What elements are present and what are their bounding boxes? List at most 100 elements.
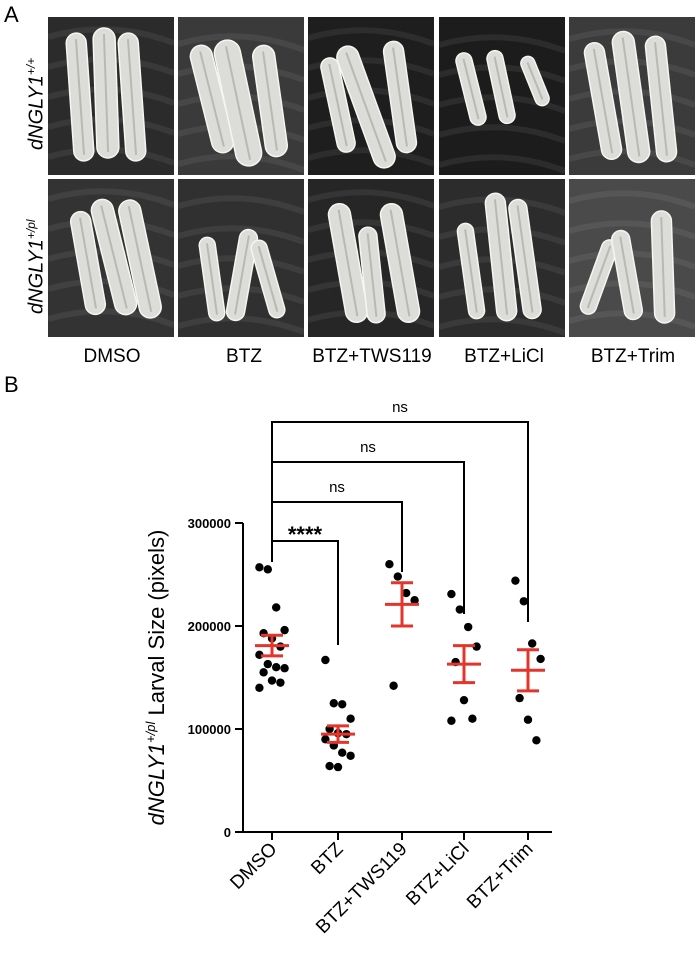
larva (336, 45, 396, 169)
background-texture (48, 188, 174, 208)
y-axis-label: dNGLY1+/pl Larval Size (pixels) (143, 530, 169, 826)
column-label-btz-trim: BTZ+Trim (590, 346, 676, 367)
larvae-photo (569, 17, 695, 175)
data-point (272, 663, 281, 672)
larvae-photo (48, 17, 174, 175)
panel-b-letter: B (4, 372, 19, 397)
larva (610, 229, 644, 321)
larva (382, 40, 418, 154)
data-point (280, 664, 289, 673)
significance-label: **** (288, 522, 323, 547)
background-texture (308, 219, 434, 239)
data-point (338, 748, 347, 757)
larvae-photo (178, 17, 304, 175)
x-tick-label: BTZ+Trim (463, 839, 537, 913)
background-texture (178, 225, 304, 245)
larva (320, 57, 356, 153)
larvae-photo (569, 179, 695, 337)
larva (117, 32, 147, 162)
background-texture (439, 124, 565, 144)
data-point (255, 683, 264, 692)
larva (644, 35, 678, 163)
background-texture (178, 33, 304, 53)
data-point (267, 676, 277, 685)
larvae-photo (308, 179, 434, 337)
row-label-wildtype-main: dNGLY1 (25, 75, 48, 150)
data-point (455, 605, 464, 614)
x-tick-label: BTZ (307, 838, 348, 879)
larva (225, 228, 259, 322)
data-point (389, 681, 398, 690)
y-axis-label-units: Larval Size (pixels) (144, 530, 169, 722)
larva (69, 210, 107, 316)
larva (92, 27, 120, 159)
larva (379, 202, 421, 324)
larva (90, 198, 138, 316)
data-point (346, 714, 355, 723)
column-label-btz: BTZ (226, 346, 262, 367)
row-label-wildtype: dNGLY1+/+ (24, 58, 49, 150)
data-point (410, 596, 419, 605)
data-point (528, 639, 537, 648)
larva (611, 30, 651, 164)
y-tick-label: 100000 (188, 722, 231, 737)
data-point (325, 761, 334, 771)
larva (455, 52, 487, 126)
row-label-wildtype-sup: +/+ (24, 57, 38, 76)
larva (484, 192, 518, 322)
column-label-btz-tws119: BTZ+TWS119 (312, 346, 432, 367)
data-point (447, 716, 456, 725)
data-point (464, 622, 473, 632)
background-texture (439, 154, 565, 174)
y-axis-label-genotype: +/pl (143, 721, 158, 743)
panel-a-letter: A (4, 2, 19, 27)
data-point (393, 572, 402, 581)
data-point (459, 695, 469, 705)
data-point (263, 659, 272, 669)
y-tick-label: 0 (224, 825, 231, 840)
data-point (519, 597, 528, 606)
larva (250, 239, 286, 319)
row-label-heterozygous: dNGLY1+/pl (24, 219, 49, 314)
column-label-dmso: DMSO (83, 346, 141, 367)
data-point (515, 693, 524, 703)
significance-label: ns (329, 479, 345, 496)
larva (65, 32, 95, 162)
background-texture (178, 195, 304, 215)
background-texture (569, 220, 695, 240)
larva (456, 222, 486, 320)
larvae-photo (178, 179, 304, 337)
larva (358, 226, 386, 324)
larva (583, 41, 623, 161)
data-point (385, 560, 394, 569)
larvae-photo (439, 179, 565, 337)
data-point (402, 588, 411, 598)
data-point (255, 563, 264, 572)
larva (118, 199, 162, 319)
data-point (468, 714, 477, 723)
background-texture (569, 28, 695, 48)
data-point (346, 751, 355, 760)
background-texture (308, 27, 434, 47)
larva (508, 198, 542, 320)
background-texture (48, 308, 174, 328)
larva (327, 202, 369, 324)
significance-label: ns (360, 439, 376, 456)
y-axis-label-gene: dNGLY1 (144, 743, 169, 825)
data-point (276, 678, 285, 687)
larva (198, 236, 226, 322)
row-label-heterozygous-sup: +/pl (24, 219, 38, 240)
column-label-btz-licl: BTZ+LiCl (464, 346, 544, 367)
background-texture (439, 34, 565, 54)
larva (486, 49, 516, 125)
background-texture (308, 189, 434, 209)
data-point (272, 603, 281, 612)
data-point (532, 736, 541, 745)
data-point (263, 565, 272, 574)
data-point (321, 655, 330, 665)
data-point (338, 700, 347, 709)
significance-label: ns (392, 399, 408, 416)
larva (213, 39, 263, 167)
x-tick-label: DMSO (226, 839, 281, 894)
